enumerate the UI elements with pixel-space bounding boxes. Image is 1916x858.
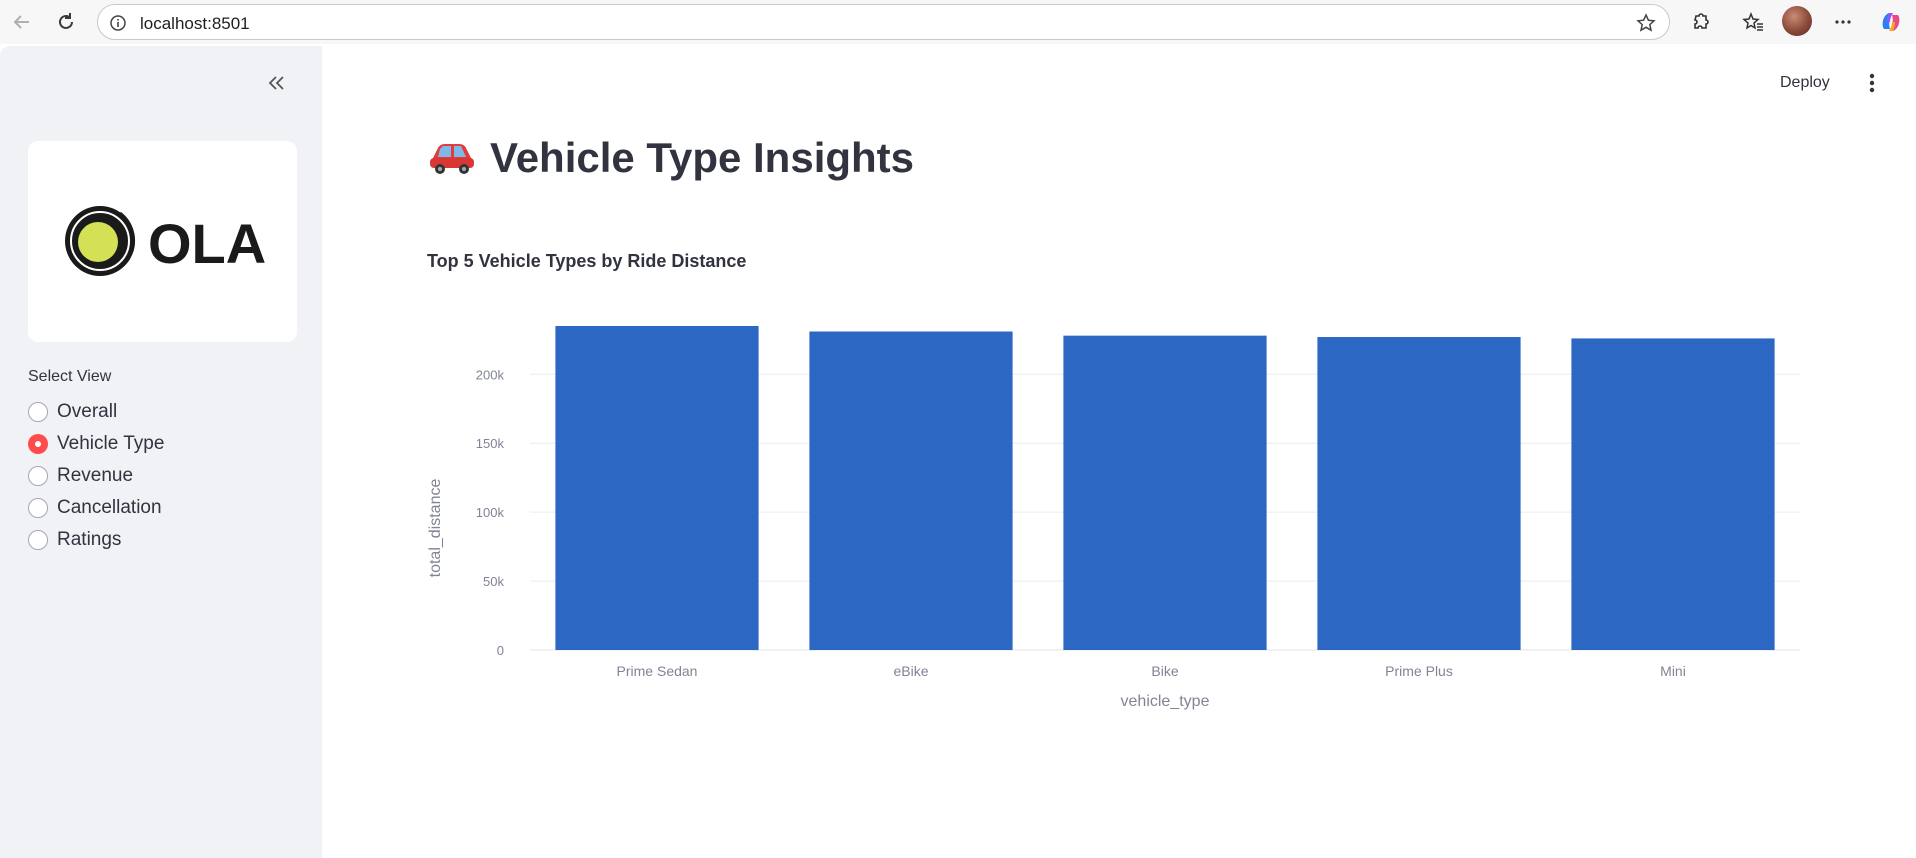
bar <box>1317 337 1521 650</box>
y-tick-label: 200k <box>476 367 505 382</box>
deploy-button[interactable]: Deploy <box>1780 74 1830 91</box>
y-tick-label: 100k <box>476 505 505 520</box>
radio-circle-icon[interactable] <box>28 530 48 550</box>
y-axis-label: total_distance <box>427 479 444 578</box>
logo-text: OLA <box>148 212 266 275</box>
x-tick-label: Mini <box>1660 663 1686 679</box>
radio-circle-icon[interactable] <box>28 434 48 454</box>
bar <box>555 326 759 650</box>
radio-option-label: Overall <box>57 401 118 422</box>
x-axis-label: vehicle_type <box>1121 693 1210 710</box>
bar-chart: 0 50k 100k 150k 200k Prime Sedan eBike Bike Prim… <box>427 326 1800 710</box>
collapse-sidebar-icon[interactable] <box>262 70 292 96</box>
bar <box>1571 338 1775 650</box>
sidebar: OLA Select View Overall Vehicle Type Reven… <box>0 46 322 858</box>
reload-icon[interactable] <box>52 8 80 36</box>
favorites-icon[interactable] <box>1740 9 1766 35</box>
radio-option-cancellation[interactable]: Cancellation <box>28 492 164 524</box>
streamlit-app: OLA Select View Overall Vehicle Type Reven… <box>0 46 1916 858</box>
radio-circle-icon[interactable] <box>28 402 48 422</box>
url-text[interactable]: localhost:8501 <box>140 14 250 33</box>
x-tick-label: eBike <box>893 663 928 679</box>
address-bar[interactable]: localhost:8501 <box>97 4 1670 40</box>
page-title: Vehicle Type Insights <box>428 134 914 182</box>
ola-logo: OLA <box>65 206 266 276</box>
radio-option-vehicle-type[interactable]: Vehicle Type <box>28 428 164 460</box>
radio-circle-icon[interactable] <box>28 466 48 486</box>
radio-option-revenue[interactable]: Revenue <box>28 460 164 492</box>
x-tick-label: Prime Plus <box>1385 663 1453 679</box>
view-radio-group: Overall Vehicle Type Revenue Cancellation Ra… <box>28 396 164 556</box>
x-tick-label: Prime Sedan <box>617 663 698 679</box>
chart-title: Top 5 Vehicle Types by Ride Distance <box>427 251 747 271</box>
bar <box>1063 335 1267 650</box>
radio-option-overall[interactable]: Overall <box>28 396 164 428</box>
radio-option-label: Revenue <box>57 465 134 486</box>
logo-card: OLA <box>28 141 297 342</box>
copilot-icon[interactable] <box>1878 9 1904 35</box>
radio-group-label: Select View <box>28 368 112 385</box>
info-icon[interactable] <box>108 13 128 33</box>
profile-avatar[interactable] <box>1782 6 1812 36</box>
radio-option-label: Vehicle Type <box>57 433 165 454</box>
bar <box>809 331 1013 650</box>
radio-option-label: Cancellation <box>57 497 162 518</box>
back-icon[interactable] <box>8 8 36 36</box>
radio-option-ratings[interactable]: Ratings <box>28 524 164 556</box>
favorite-star-icon[interactable] <box>1636 13 1656 33</box>
y-tick-label: 50k <box>483 574 504 589</box>
browser-toolbar: localhost:8501 <box>0 0 1916 44</box>
radio-option-label: Ratings <box>57 529 122 550</box>
page-title-text: Vehicle Type Insights <box>490 134 915 181</box>
y-tick-label: 150k <box>476 436 505 451</box>
y-tick-label: 0 <box>497 643 504 658</box>
extensions-icon[interactable] <box>1688 9 1714 35</box>
main-menu-icon[interactable] <box>1862 72 1882 94</box>
more-options-icon[interactable] <box>1830 9 1856 35</box>
car-emoji-icon <box>430 144 474 174</box>
radio-circle-icon[interactable] <box>28 498 48 518</box>
x-tick-label: Bike <box>1151 663 1178 679</box>
